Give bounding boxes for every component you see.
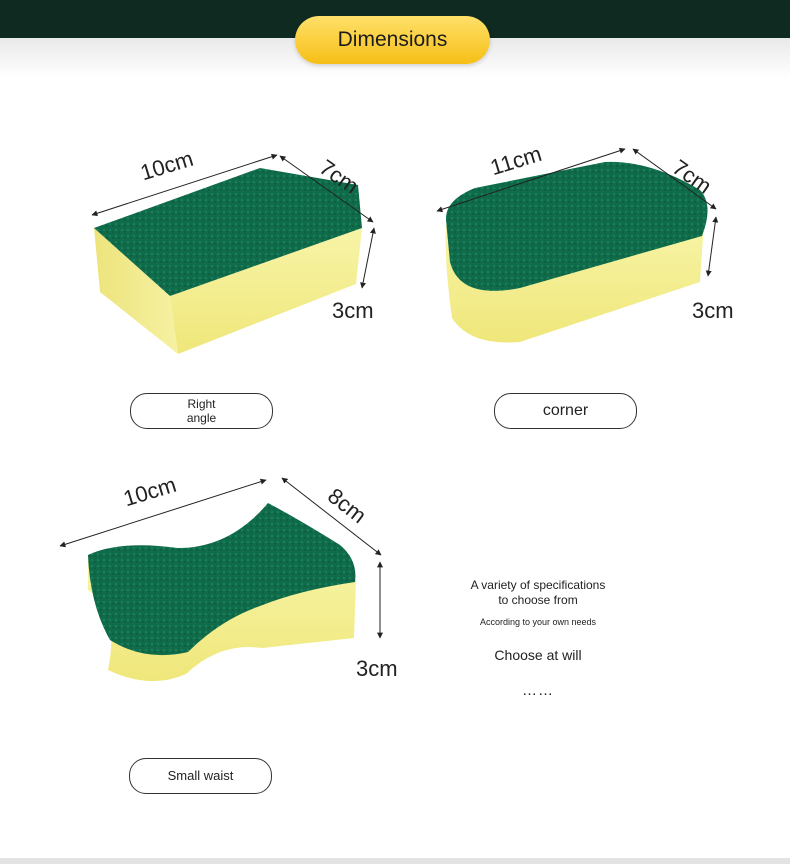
note-ellipsis: ……: [522, 682, 554, 699]
note-line-2: to choose from: [498, 593, 578, 607]
type-label-text: Small waist: [167, 768, 234, 783]
height-label: 3cm: [356, 656, 398, 681]
height-label: 3cm: [332, 298, 374, 323]
sponge-right-angle: [91, 153, 376, 354]
page-title: Dimensions: [295, 16, 490, 64]
type-label-small-waist: Small waist: [129, 758, 272, 794]
height-label: 3cm: [692, 298, 734, 323]
type-label-corner: corner: [494, 393, 637, 429]
sponge-small-waist: [59, 477, 383, 682]
footer-divider: [0, 858, 790, 864]
type-label-text: Right angle: [186, 397, 217, 425]
note-line-4: Choose at will: [494, 647, 582, 663]
type-label-text: corner: [542, 402, 589, 419]
type-label-right-angle: Right angle: [130, 393, 273, 429]
note-line-3: According to your own needs: [479, 617, 597, 627]
sponge-corner: [436, 147, 719, 343]
note-line-1: A variety of specifications: [470, 578, 606, 592]
